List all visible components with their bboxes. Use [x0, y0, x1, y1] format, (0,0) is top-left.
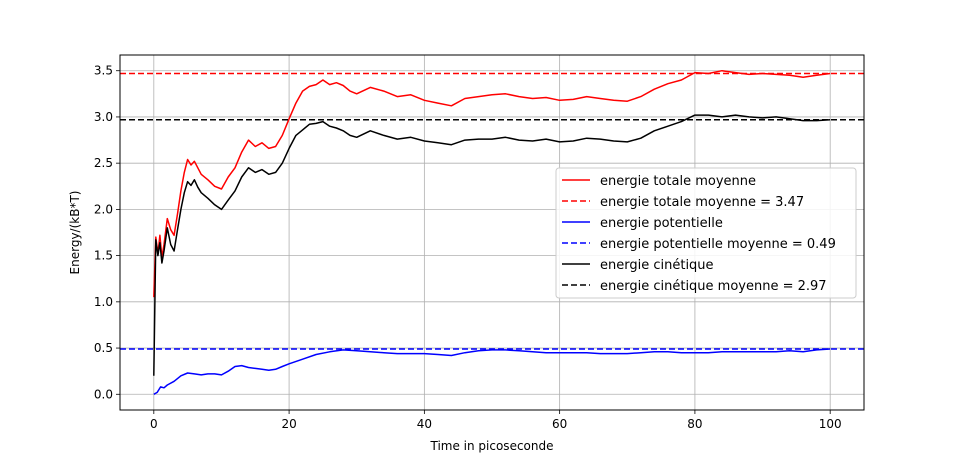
- legend-label: energie cinétique moyenne = 2.97: [600, 279, 827, 294]
- y-tick-label: 2.5: [94, 156, 113, 170]
- y-tick-label: 0.0: [94, 387, 113, 401]
- y-tick-label: 0.5: [94, 341, 113, 355]
- legend-label: energie cinétique: [600, 258, 714, 273]
- series-layer: [120, 69, 864, 395]
- series-line-0: [153, 69, 831, 298]
- legend-label: energie totale moyenne = 3.47: [600, 195, 804, 210]
- legend-box: [555, 167, 857, 299]
- x-tick-label: 40: [417, 417, 432, 431]
- x-tick-label: 80: [687, 417, 702, 431]
- x-axis-title: Time in picoseconde: [429, 439, 553, 453]
- series-line-2: [153, 348, 831, 395]
- legend: energie totale moyenne energie totale moy…: [555, 167, 857, 299]
- x-tick-label: 20: [281, 417, 296, 431]
- legend-label: energie totale moyenne: [600, 174, 756, 189]
- y-tick-label: 3.5: [94, 64, 113, 78]
- legend-label: energie potentielle moyenne = 0.49: [600, 237, 836, 252]
- legend-label: energie potentielle: [600, 216, 723, 231]
- y-tick-label: 1.5: [94, 249, 113, 263]
- x-tick-label: 100: [819, 417, 842, 431]
- x-tick-label: 60: [552, 417, 567, 431]
- x-tick-label: 0: [150, 417, 158, 431]
- y-tick-label: 2.0: [94, 202, 113, 216]
- ticks: 0 20 40 60 80 100 0.0 0.5 1.0 1.5 2.0 2.5 3.0 3.5: [94, 64, 842, 431]
- y-tick-label: 3.0: [94, 110, 113, 124]
- series-line-4: [153, 114, 831, 376]
- y-tick-label: 1.0: [94, 295, 113, 309]
- plot-frame: [119, 54, 865, 411]
- y-axis-title: Energy/(kB*T): [68, 191, 82, 275]
